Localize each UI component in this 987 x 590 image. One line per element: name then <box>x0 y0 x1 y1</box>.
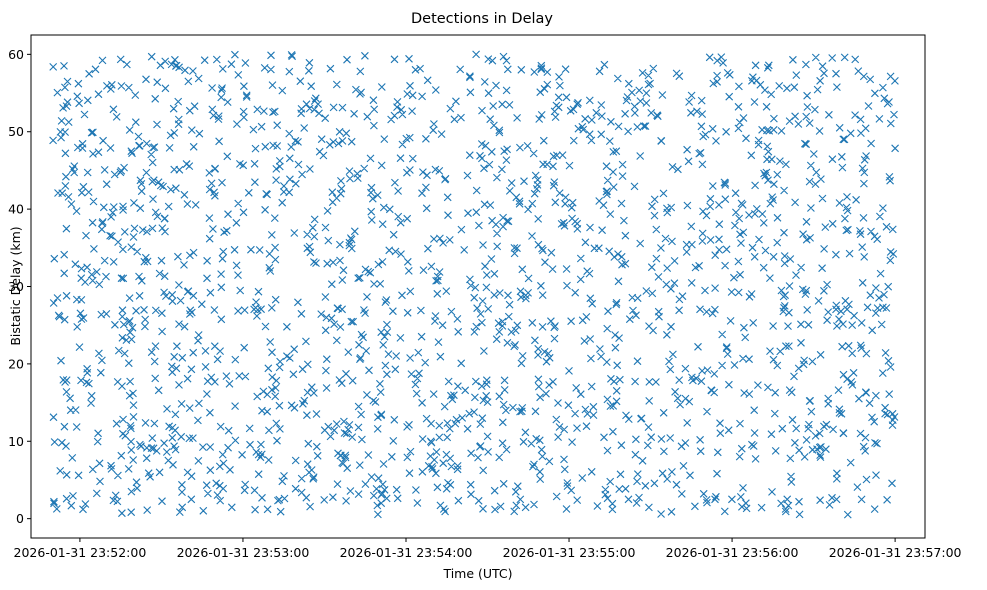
y-tick-label: 40 <box>8 202 24 217</box>
data-points <box>49 50 899 519</box>
y-tick-label: 50 <box>8 124 24 139</box>
scatter-markers <box>49 50 899 519</box>
x-axis-ticks: 2026-01-31 23:52:00 2026-01-31 23:53:00 20… <box>14 538 962 560</box>
x-axis-label: Time (UTC) <box>442 566 512 581</box>
x-tick-label: 2026-01-31 23:54:00 <box>340 545 473 560</box>
x-tick-label: 2026-01-31 23:57:00 <box>829 545 962 560</box>
y-tick-label: 0 <box>16 511 24 526</box>
y-axis-ticks: 0 10 20 30 40 50 60 <box>8 47 31 526</box>
x-tick-label: 2026-01-31 23:53:00 <box>177 545 310 560</box>
y-tick-label: 20 <box>8 356 24 371</box>
x-tick-label: 2026-01-31 23:56:00 <box>666 545 799 560</box>
y-tick-label: 60 <box>8 47 24 62</box>
y-tick-label: 10 <box>8 434 24 449</box>
y-tick-label: 30 <box>8 279 24 294</box>
x-tick-label: 2026-01-31 23:55:00 <box>503 545 636 560</box>
x-tick-label: 2026-01-31 23:52:00 <box>14 545 147 560</box>
chart-title: Detections in Delay <box>411 11 553 27</box>
y-axis-label: Bistatic Delay (km) <box>8 226 23 345</box>
